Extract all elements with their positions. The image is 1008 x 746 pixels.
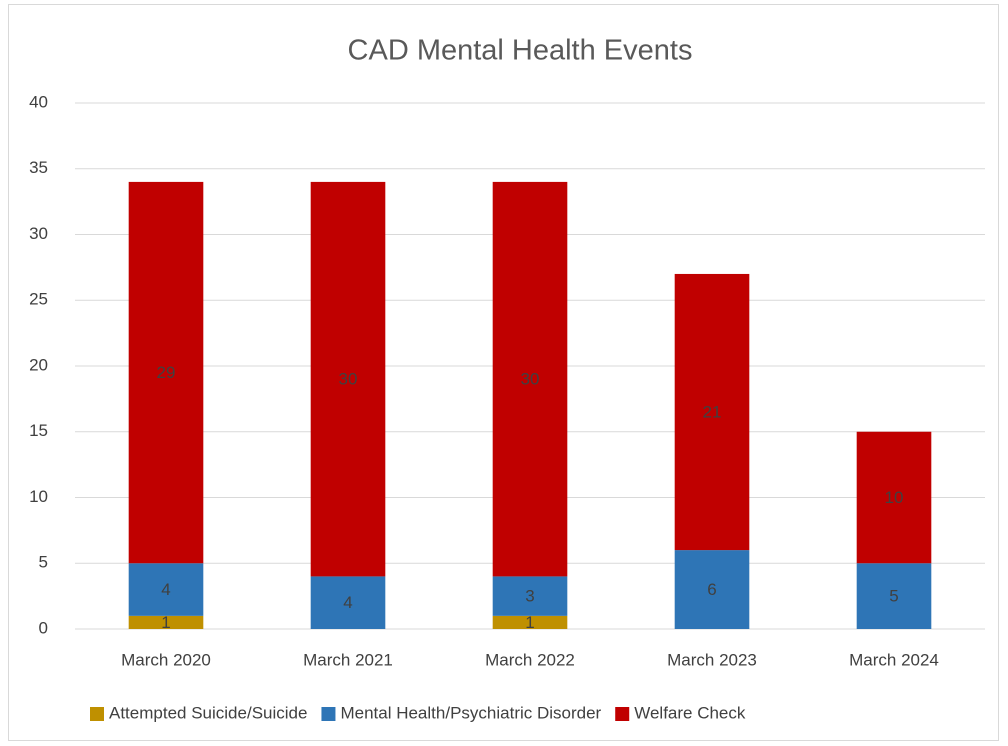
- x-tick-label: March 2022: [485, 650, 575, 669]
- bar-segment: [856, 563, 932, 629]
- x-tick-label: March 2020: [121, 650, 211, 669]
- y-tick-label: 15: [29, 421, 48, 440]
- data-label: 6: [707, 580, 716, 599]
- legend-label: Mental Health/Psychiatric Disorder: [340, 703, 601, 722]
- bar-segment: [492, 576, 568, 616]
- y-tick-label: 40: [29, 92, 48, 111]
- data-label: 30: [339, 370, 358, 389]
- bar-segment: [128, 563, 204, 616]
- bar-segment: [310, 576, 386, 629]
- data-label: 30: [521, 370, 540, 389]
- data-label: 5: [889, 587, 898, 606]
- x-tick-label: March 2021: [303, 650, 393, 669]
- legend-label: Welfare Check: [634, 703, 746, 722]
- y-tick-label: 20: [29, 355, 48, 374]
- bar-segment: [674, 550, 750, 629]
- data-label: 4: [343, 593, 352, 612]
- legend-swatch: [615, 707, 630, 721]
- legend-swatch: [321, 707, 336, 721]
- data-label: 21: [703, 403, 722, 422]
- bar-segment: [856, 431, 932, 564]
- legend-swatch: [90, 707, 104, 721]
- data-label: 29: [157, 363, 176, 382]
- x-tick-label: March 2023: [667, 650, 757, 669]
- data-label: 1: [161, 613, 170, 632]
- y-tick-label: 0: [39, 618, 48, 637]
- chart-title: CAD Mental Health Events: [348, 35, 693, 67]
- y-tick-label: 30: [29, 224, 48, 243]
- y-tick-label: 35: [29, 158, 48, 177]
- bar-segment: [674, 273, 750, 551]
- data-label: 1: [525, 613, 534, 632]
- data-label: 4: [161, 580, 170, 599]
- y-tick-label: 25: [29, 290, 48, 309]
- data-label: 10: [885, 488, 904, 507]
- bar-segment: [310, 181, 386, 577]
- bar-segment: [492, 181, 568, 577]
- bar-segment: [128, 181, 204, 564]
- bar-segment: [492, 615, 568, 629]
- y-tick-label: 5: [39, 553, 48, 572]
- x-tick-label: March 2024: [849, 650, 939, 669]
- bar-segment: [128, 615, 204, 629]
- y-tick-label: 10: [29, 487, 48, 506]
- data-label: 3: [525, 587, 534, 606]
- legend-label: Attempted Suicide/Suicide: [109, 703, 307, 722]
